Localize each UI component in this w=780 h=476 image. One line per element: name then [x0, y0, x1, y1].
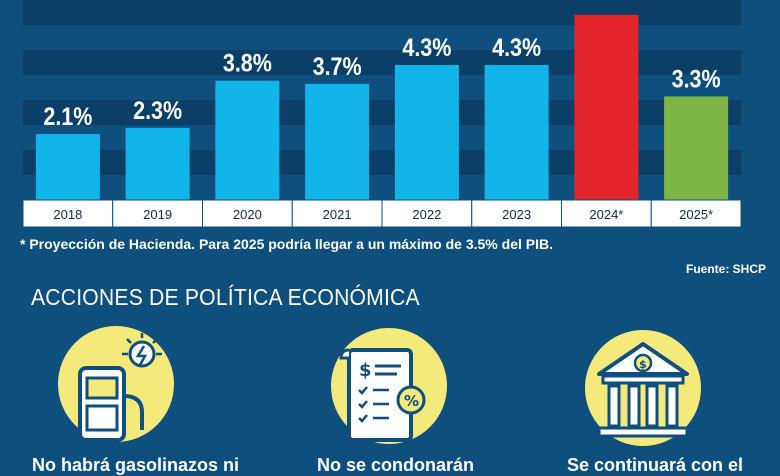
x-tick-cell: [202, 199, 293, 228]
x-tick-cell: [561, 199, 652, 228]
x-tick-label: 2024*: [589, 207, 623, 222]
x-tick-cell: [381, 199, 473, 228]
svg-text:$: $: [359, 360, 372, 381]
source-label: Fuente: SHCP: [685, 262, 766, 276]
bar-2021: [305, 83, 370, 200]
receipt-icon: $ %: [331, 328, 447, 444]
bar-2023: [484, 65, 549, 201]
x-tick-label: 2022: [412, 207, 441, 222]
x-tick-cell: [650, 199, 742, 228]
bank-icon: $: [585, 330, 701, 446]
value-label: 4.3%: [402, 34, 451, 62]
bar-2019: [125, 127, 190, 200]
value-label: 3.8%: [223, 49, 272, 77]
x-tick-label: 2023: [502, 207, 531, 222]
bar-2022: [394, 65, 459, 201]
value-label: 2.1%: [43, 103, 92, 131]
x-tick-label: 2018: [53, 207, 82, 222]
x-tick-label: 2020: [233, 207, 262, 222]
value-label: 4.3%: [492, 34, 541, 62]
action-text-2: No se condonarán: [317, 455, 475, 475]
svg-text:$: $: [639, 358, 647, 371]
x-tick-cell: [22, 199, 114, 228]
bar-chart: 2.1% 2.3% 3.8% 3.7% 4.3% 4.3% 3.3% 2018 2019 202…: [22, 0, 742, 228]
svg-text:%: %: [404, 392, 419, 410]
bar-2025-proj: [664, 96, 729, 200]
bar-2018: [35, 134, 100, 200]
action-text-1: No habrá gasolinazos ni: [32, 455, 240, 475]
x-tick-label: 2019: [143, 207, 172, 222]
x-tick-label: 2021: [323, 207, 352, 222]
x-tick-label: 2025*: [679, 207, 713, 222]
bars: [35, 14, 729, 201]
section-title: ACCIONES DE POLÍTICA ECONÓMICA: [31, 284, 420, 310]
x-tick-cell: [291, 199, 383, 228]
value-label: 2.3%: [133, 96, 182, 124]
bar-2020: [215, 80, 280, 200]
footnote: * Proyección de Hacienda. Para 2025 podr…: [20, 236, 553, 252]
value-label: 3.3%: [672, 65, 721, 93]
action-text-3: Se continuará con el: [567, 455, 744, 475]
value-label: 3.7%: [313, 52, 362, 80]
value-labels: 2.1% 2.3% 3.8% 3.7% 4.3% 4.3% 3.3%: [43, 34, 720, 131]
x-axis: 2018 2019 2020 2021 2022 2023 2024* 2025*: [22, 199, 742, 228]
bar-2024-proj: [574, 14, 639, 201]
x-tick-cell: [471, 199, 562, 228]
gas-pump-icon: [58, 326, 174, 442]
